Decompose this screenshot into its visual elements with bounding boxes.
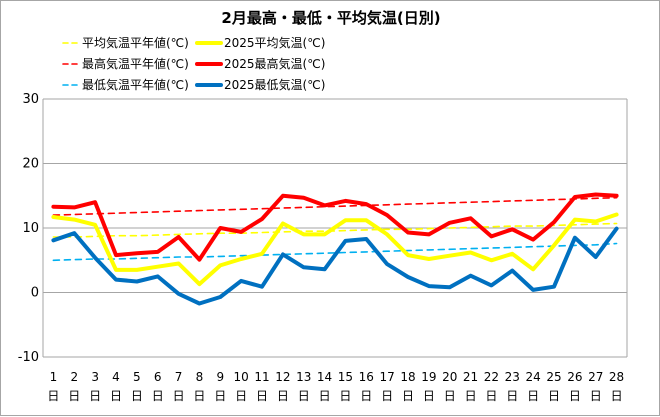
x-tick-suffix: 日 bbox=[235, 389, 247, 403]
x-tick-label: 10 bbox=[234, 370, 249, 384]
legend-label: 2025最低気温(℃) bbox=[224, 77, 325, 92]
series-group bbox=[51, 192, 619, 306]
x-tick-label: 5 bbox=[133, 370, 141, 384]
x-tick-suffix: 日 bbox=[527, 389, 539, 403]
y-tick-label: -10 bbox=[18, 350, 39, 365]
x-tick-suffix: 日 bbox=[152, 389, 164, 403]
x-tick-suffix: 日 bbox=[590, 389, 602, 403]
x-tick-suffix: 日 bbox=[611, 389, 623, 403]
x-tick-label: 6 bbox=[154, 370, 162, 384]
x-tick-label: 4 bbox=[112, 370, 120, 384]
legend: 平均気温平年値(℃) 2025平均気温(℃) 最高気温平年値(℃) 2025最高気温(… bbox=[62, 35, 325, 92]
x-tick-label: 24 bbox=[526, 370, 541, 384]
x-tick-suffix: 日 bbox=[173, 389, 185, 403]
x-tick-suffix: 日 bbox=[360, 389, 372, 403]
x-tick-suffix: 日 bbox=[68, 389, 80, 403]
x-tick-suffix: 日 bbox=[506, 389, 518, 403]
series-line-5 bbox=[51, 226, 619, 306]
x-tick-label: 16 bbox=[359, 370, 374, 384]
x-tick-suffix: 日 bbox=[339, 389, 351, 403]
x-axis: 1日2日3日4日5日6日7日8日9日10日11日12日13日14日15日16日1… bbox=[47, 370, 624, 403]
x-tick-label: 21 bbox=[463, 370, 478, 384]
x-tick-suffix: 日 bbox=[465, 389, 477, 403]
x-tick-suffix: 日 bbox=[485, 389, 497, 403]
x-tick-suffix: 日 bbox=[256, 389, 268, 403]
y-tick-label: 0 bbox=[31, 286, 39, 301]
x-tick-suffix: 日 bbox=[298, 389, 310, 403]
x-tick-suffix: 日 bbox=[89, 389, 101, 403]
y-tick-label: 20 bbox=[22, 157, 39, 172]
x-tick-label: 9 bbox=[216, 370, 224, 384]
x-tick-suffix: 日 bbox=[214, 389, 226, 403]
x-tick-suffix: 日 bbox=[193, 389, 205, 403]
x-tick-label: 18 bbox=[400, 370, 415, 384]
x-tick-suffix: 日 bbox=[423, 389, 435, 403]
x-tick-label: 20 bbox=[442, 370, 457, 384]
x-tick-label: 1 bbox=[50, 370, 58, 384]
x-tick-label: 7 bbox=[175, 370, 183, 384]
x-tick-label: 17 bbox=[380, 370, 395, 384]
legend-label: 最高気温平年値(℃) bbox=[82, 56, 189, 71]
x-tick-label: 22 bbox=[484, 370, 499, 384]
x-tick-label: 8 bbox=[196, 370, 204, 384]
x-tick-label: 2 bbox=[70, 370, 78, 384]
legend-label: 2025最高気温(℃) bbox=[224, 56, 325, 71]
x-tick-label: 15 bbox=[338, 370, 353, 384]
x-tick-suffix: 日 bbox=[131, 389, 143, 403]
legend-label: 平均気温平年値(℃) bbox=[82, 35, 189, 50]
series-line-3 bbox=[51, 192, 619, 262]
x-tick-label: 3 bbox=[91, 370, 99, 384]
series-line-0 bbox=[52, 222, 618, 238]
x-tick-label: 12 bbox=[275, 370, 290, 384]
y-tick-label: 10 bbox=[22, 221, 39, 236]
x-tick-suffix: 日 bbox=[569, 389, 581, 403]
x-tick-suffix: 日 bbox=[548, 389, 560, 403]
series-line-2 bbox=[52, 196, 618, 216]
x-tick-suffix: 日 bbox=[402, 389, 414, 403]
x-tick-label: 27 bbox=[588, 370, 603, 384]
x-tick-label: 25 bbox=[546, 370, 561, 384]
x-tick-label: 28 bbox=[609, 370, 624, 384]
y-axis-ticks: -10 0 10 20 30 bbox=[18, 92, 39, 365]
chart-title: 2月最高・最低・平均気温(日別) bbox=[221, 9, 440, 27]
x-tick-suffix: 日 bbox=[319, 389, 331, 403]
x-tick-suffix: 日 bbox=[47, 389, 59, 403]
x-tick-suffix: 日 bbox=[110, 389, 122, 403]
x-tick-label: 13 bbox=[296, 370, 311, 384]
x-tick-suffix: 日 bbox=[444, 389, 456, 403]
series-line-1 bbox=[51, 212, 619, 287]
x-tick-label: 11 bbox=[254, 370, 269, 384]
x-tick-label: 26 bbox=[567, 370, 582, 384]
x-tick-suffix: 日 bbox=[381, 389, 393, 403]
x-tick-label: 23 bbox=[505, 370, 520, 384]
legend-label: 2025平均気温(℃) bbox=[224, 35, 325, 50]
x-tick-suffix: 日 bbox=[277, 389, 289, 403]
x-tick-label: 14 bbox=[317, 370, 332, 384]
x-tick-label: 19 bbox=[421, 370, 436, 384]
y-tick-label: 30 bbox=[22, 92, 39, 107]
legend-label: 最低気温平年値(℃) bbox=[82, 77, 189, 92]
grid bbox=[42, 98, 628, 358]
